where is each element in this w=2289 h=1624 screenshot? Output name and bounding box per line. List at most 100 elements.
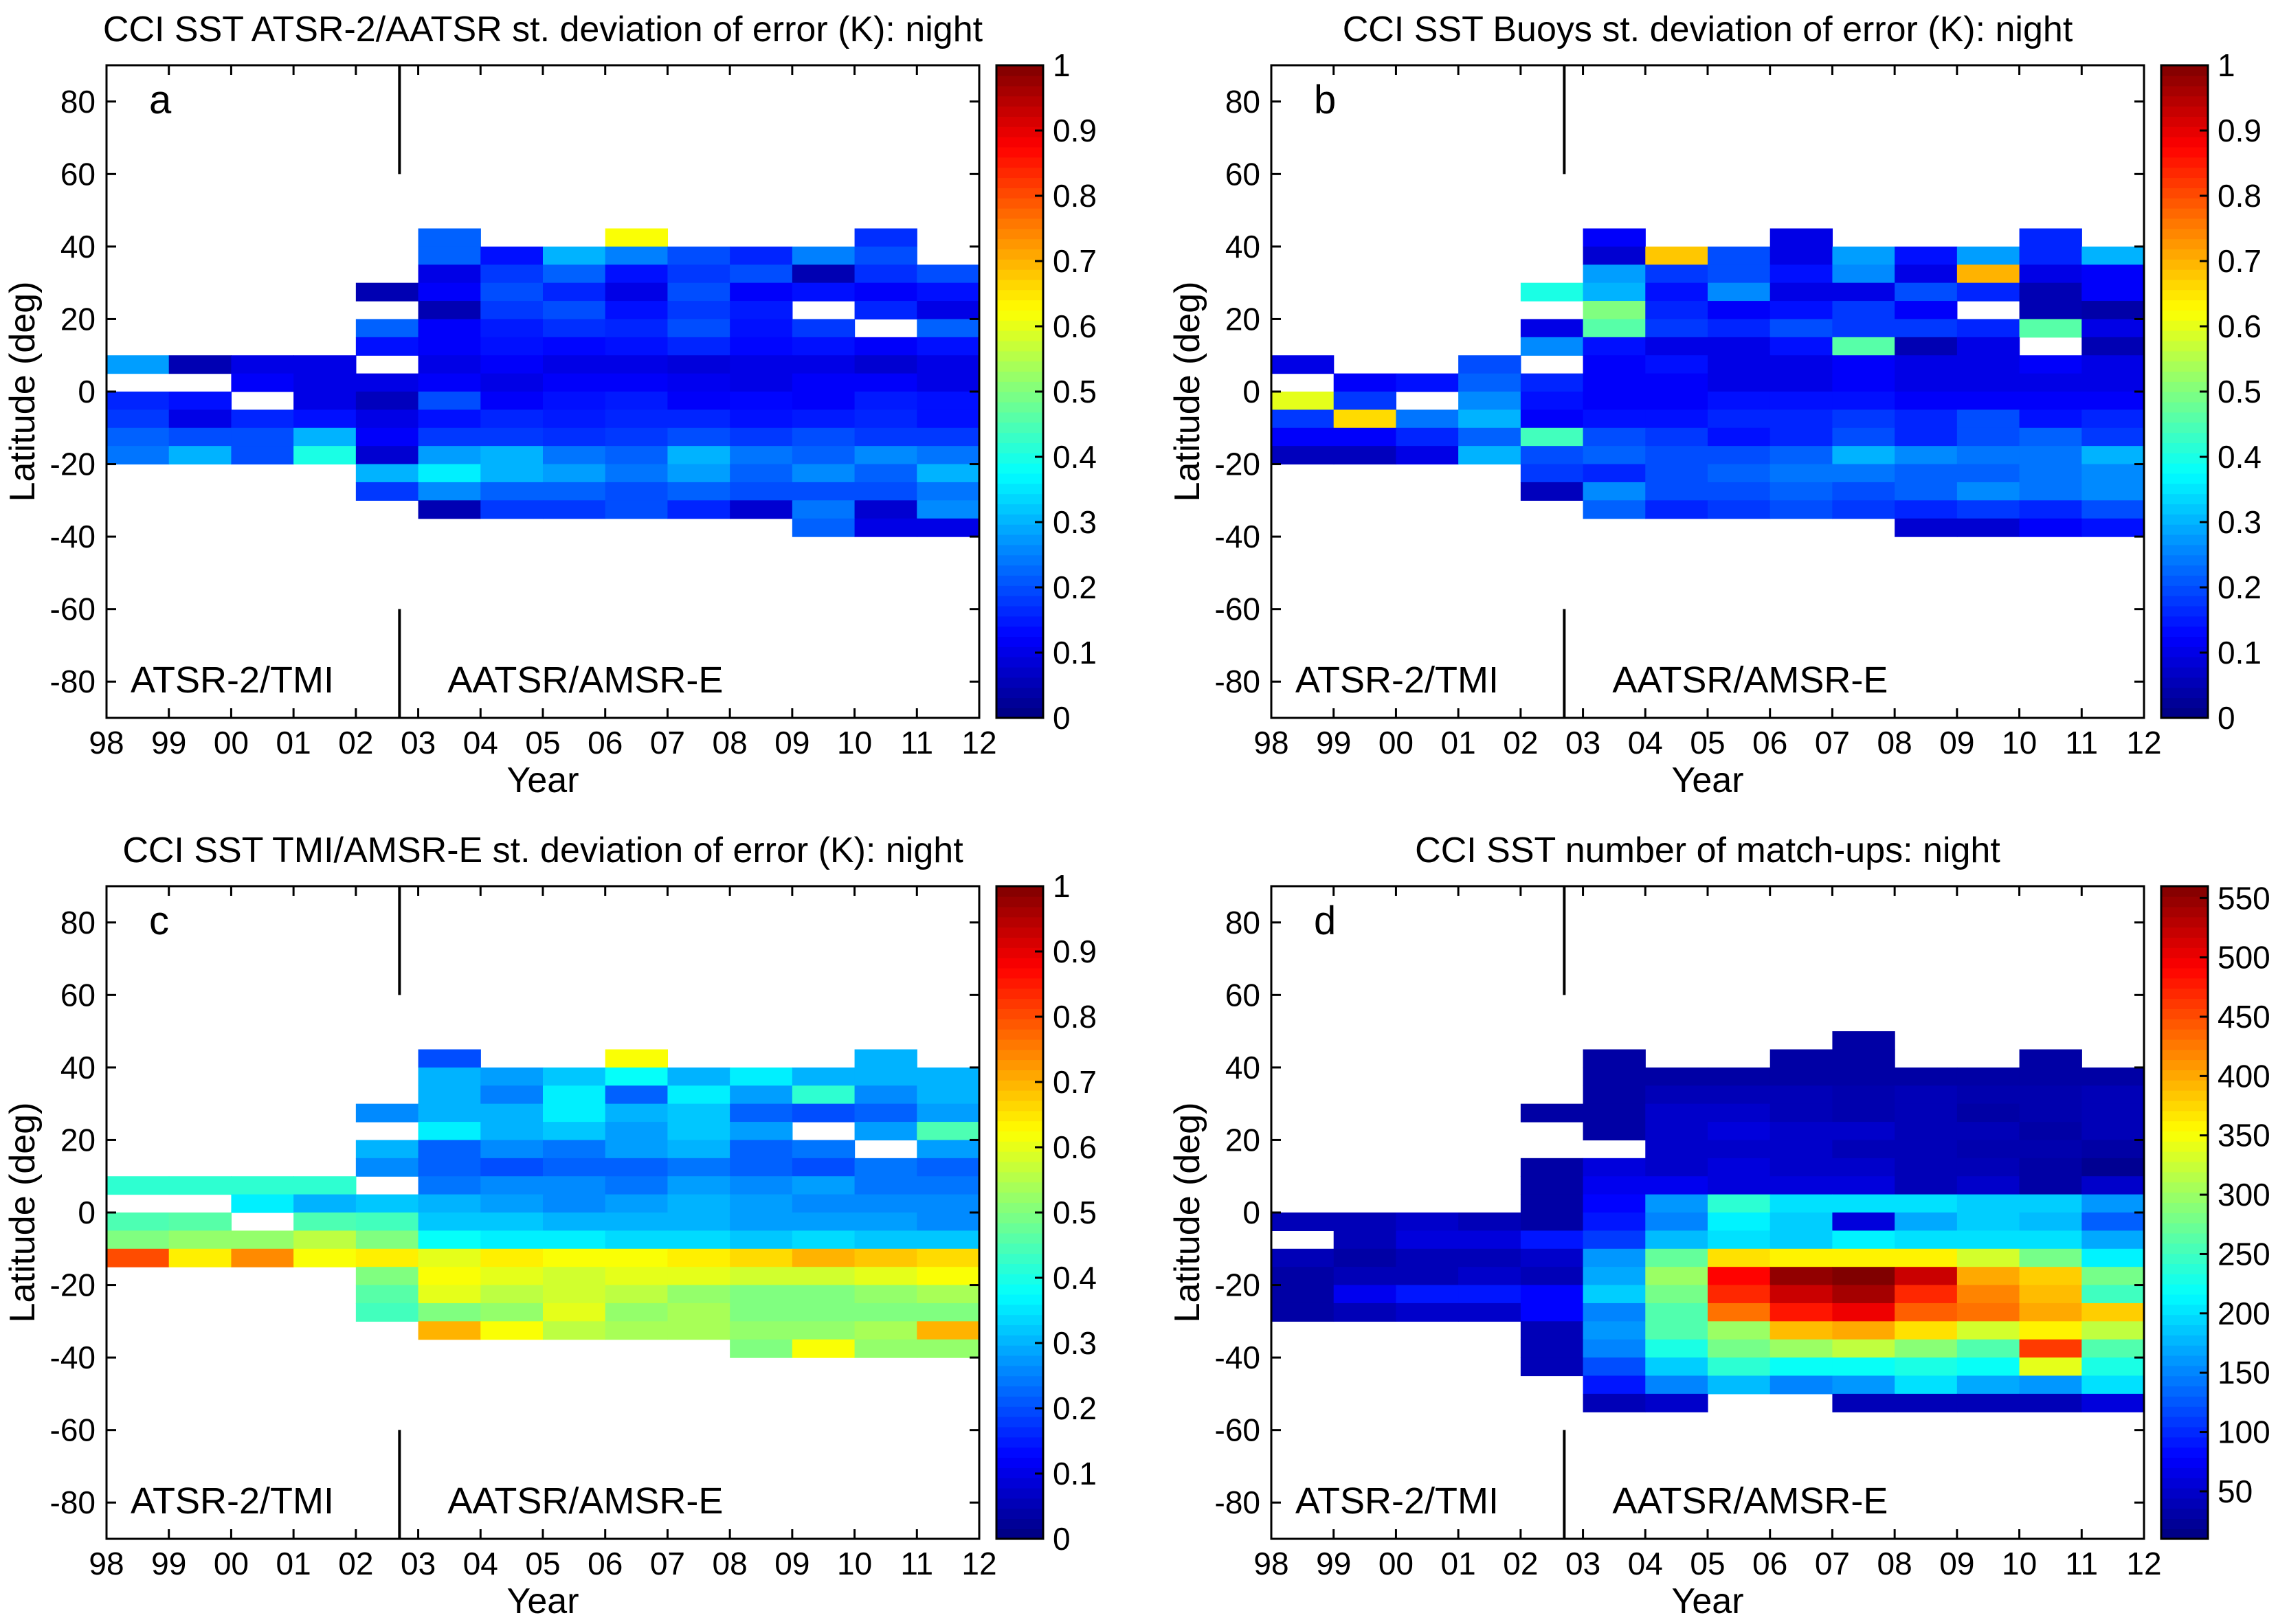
heatmap-cell	[917, 319, 980, 338]
heatmap-cell	[2081, 464, 2145, 483]
x-tick-label: 11	[2065, 725, 2098, 760]
heatmap-cell	[543, 1267, 606, 1286]
heatmap-cell	[1708, 409, 1771, 429]
heatmap-cell	[667, 1213, 730, 1231]
heatmap-cell	[605, 1140, 669, 1159]
heatmap-cell	[730, 392, 793, 410]
colorbar-segment	[2161, 289, 2208, 301]
heatmap-cell	[1520, 1267, 1584, 1286]
heatmap-cell	[1333, 1213, 1397, 1231]
heatmap-cell	[730, 1302, 793, 1322]
heatmap-cell	[1708, 282, 1771, 302]
heatmap-cell	[792, 1140, 856, 1159]
heatmap-cell	[418, 1213, 481, 1231]
colorbar-tick-label: 0.8	[1053, 178, 1097, 214]
heatmap-cell	[1832, 1049, 1895, 1068]
heatmap-cell	[1645, 1176, 1708, 1195]
heatmap-cell	[1832, 337, 1895, 356]
heatmap-cell	[1583, 427, 1646, 447]
heatmap-cell	[1333, 1267, 1397, 1286]
colorbar-segment	[2161, 554, 2208, 566]
heatmap-cell	[1645, 1375, 1708, 1395]
y-tick-label: 80	[1225, 905, 1260, 940]
heatmap-cell	[480, 392, 544, 410]
colorbar-segment	[996, 937, 1043, 948]
heatmap-cell	[667, 319, 730, 338]
heatmap-cell	[667, 1230, 730, 1250]
heatmap-cell	[1832, 282, 1895, 302]
colorbar-segment	[996, 453, 1043, 464]
heatmap-cell	[293, 1213, 357, 1231]
heatmap-cell	[605, 1176, 669, 1195]
heatmap-cell	[1583, 301, 1646, 320]
colorbar-segment	[2161, 687, 2208, 699]
heatmap-cell	[355, 337, 419, 356]
heatmap-cell	[854, 1339, 917, 1358]
heatmap-cell	[1769, 355, 1833, 374]
heatmap-cell	[480, 446, 544, 465]
heatmap-cell	[1333, 1302, 1397, 1322]
colorbar-segment	[996, 106, 1043, 117]
colorbar-segment	[996, 259, 1043, 270]
heatmap-cell	[543, 1213, 606, 1231]
y-tick-label: -80	[50, 664, 96, 699]
heatmap-cell	[730, 1230, 793, 1250]
heatmap-cell	[418, 482, 481, 501]
colorbar-segment	[2161, 585, 2208, 596]
colorbar-segment	[996, 493, 1043, 505]
colorbar-segment	[996, 1324, 1043, 1335]
y-tick-label: 40	[60, 1050, 96, 1085]
colorbar-segment	[996, 95, 1043, 107]
heatmap-cell	[543, 246, 606, 265]
x-tick-label: 11	[900, 1546, 933, 1581]
heatmap-cell	[543, 500, 606, 519]
y-tick-label: 80	[60, 84, 96, 120]
heatmap-cell	[168, 446, 232, 465]
heatmap-cell	[231, 1230, 294, 1250]
heatmap-cell	[792, 464, 856, 483]
heatmap-cell	[1708, 1194, 1771, 1213]
x-tick-label: 98	[1253, 725, 1288, 760]
x-tick-label: 12	[961, 1546, 996, 1581]
heatmap-cell	[543, 301, 606, 320]
heatmap-cell	[1458, 409, 1521, 429]
heatmap-cell	[1520, 1339, 1584, 1358]
heatmap-cell	[1645, 1357, 1708, 1377]
heatmap-cell	[854, 301, 917, 320]
colorbar: 1 0.9 0.8 0.7 0.6 0.5 0.4 0.3 0.2 0.1 0	[995, 868, 1097, 1557]
colorbar-segment	[2161, 85, 2208, 97]
heatmap-cell	[1645, 1321, 1708, 1340]
heatmap-cell	[1832, 1158, 1895, 1177]
colorbar-tick-label: 200	[2218, 1296, 2270, 1331]
heatmap-cell	[605, 373, 669, 392]
colorbar-segment	[2161, 595, 2208, 607]
heatmap-cell	[1895, 1213, 1958, 1231]
colorbar-tick-label: 0.9	[2218, 113, 2262, 148]
x-tick-label: 06	[588, 1546, 623, 1581]
x-tick-label: 07	[1815, 1546, 1850, 1581]
colorbar-segment	[996, 1487, 1043, 1499]
heatmap-cell	[1708, 1302, 1771, 1322]
heatmap-cell	[480, 1140, 544, 1159]
heatmap-cell	[1645, 1267, 1708, 1286]
heatmap-cell	[1708, 1067, 1771, 1086]
heatmap-cell	[418, 1267, 481, 1286]
heatmap-cell	[1956, 373, 2020, 392]
heatmap-cell	[1708, 355, 1771, 374]
heatmap-cell	[1520, 1321, 1584, 1340]
annotation-atsr2-tmi: ATSR-2/TMI	[1295, 659, 1499, 701]
heatmap-cell	[1895, 1140, 1958, 1159]
colorbar-segment	[996, 422, 1043, 433]
heatmap-cell	[1520, 1230, 1584, 1250]
colorbar-segment	[996, 1365, 1043, 1377]
colorbar-segment	[2161, 1344, 2208, 1356]
heatmap-cell	[1708, 446, 1771, 465]
heatmap-cell	[605, 1302, 669, 1322]
heatmap-cell	[2081, 319, 2145, 338]
colorbar-segment	[996, 1253, 1043, 1265]
heatmap-cell	[2019, 500, 2082, 519]
heatmap-cell	[1769, 282, 1833, 302]
annotation-atsr2-tmi: ATSR-2/TMI	[131, 659, 334, 701]
colorbar-tick-label: 0.6	[1053, 308, 1097, 344]
heatmap-cell	[1769, 319, 1833, 338]
